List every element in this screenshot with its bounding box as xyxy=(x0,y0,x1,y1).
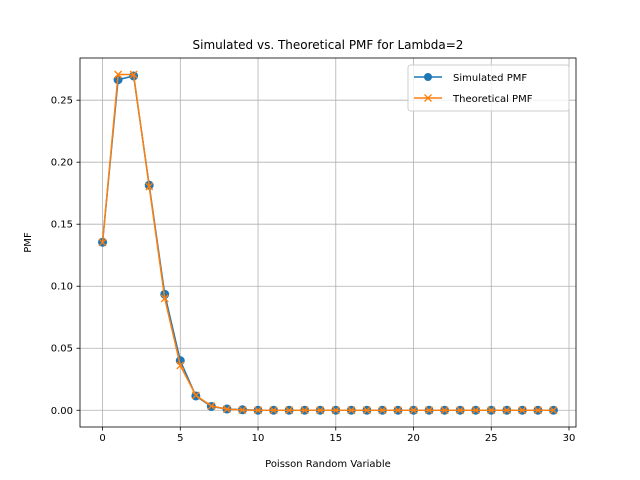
legend-marker xyxy=(424,94,432,102)
legend-marker xyxy=(424,73,432,81)
y-tick-label: 0.25 xyxy=(51,96,73,107)
data-point-marker xyxy=(440,406,449,415)
data-point-marker xyxy=(285,406,294,415)
data-point-marker xyxy=(533,406,542,415)
plot-area-frame xyxy=(79,57,577,428)
y-tick-label: 0.20 xyxy=(51,158,73,169)
legend-label: Theoretical PMF xyxy=(452,94,533,105)
data-point-marker xyxy=(425,406,434,415)
x-tick-label: 5 xyxy=(177,433,183,444)
data-point-marker xyxy=(114,70,123,79)
data-point-marker xyxy=(362,406,371,415)
x-tick-label: 30 xyxy=(563,433,576,444)
y-tick-label: 0.15 xyxy=(51,220,73,231)
x-axis-ticks: 0 5 10 15 20 25 30 xyxy=(99,427,575,444)
series-theoretical-pmf xyxy=(98,70,558,415)
y-axis-ticks: 0.00 0.05 0.10 0.15 0.20 0.25 xyxy=(51,96,80,417)
data-point-marker xyxy=(471,406,480,415)
x-tick-label: 10 xyxy=(252,433,265,444)
x-axis-label: Poisson Random Variable xyxy=(265,459,391,470)
data-point-marker xyxy=(98,238,107,247)
data-point-marker xyxy=(378,406,387,415)
data-point-marker xyxy=(254,406,262,415)
data-point-marker xyxy=(129,70,138,79)
data-point-marker xyxy=(222,405,231,414)
legend-label: Simulated PMF xyxy=(453,73,527,84)
data-point-marker xyxy=(549,406,558,415)
data-point-marker xyxy=(176,361,185,370)
x-tick-label: 15 xyxy=(329,433,342,444)
data-point-marker xyxy=(238,406,247,414)
series-layer xyxy=(98,70,558,415)
data-point-marker xyxy=(518,406,527,415)
data-point-marker xyxy=(347,406,356,415)
x-tick-label: 20 xyxy=(407,433,420,444)
series-line xyxy=(101,73,554,412)
legend-box xyxy=(407,64,570,112)
x-tick-label: 25 xyxy=(485,433,498,444)
x-tick-label: 0 xyxy=(99,433,105,444)
data-point-marker xyxy=(487,406,496,415)
data-point-marker xyxy=(300,406,309,415)
data-point-marker xyxy=(331,406,340,415)
y-tick-label: 0.10 xyxy=(51,282,73,293)
legend: Simulated PMF Theoretical PMF xyxy=(407,64,570,112)
data-point-marker xyxy=(191,391,200,400)
data-point-marker xyxy=(316,406,325,415)
data-point-marker xyxy=(456,406,465,415)
data-point-marker xyxy=(269,406,278,415)
y-tick-label: 0.05 xyxy=(51,344,73,355)
y-tick-label: 0.00 xyxy=(51,406,73,417)
data-point-marker xyxy=(160,294,169,303)
grid-lines xyxy=(80,58,576,427)
y-axis-label: PMF xyxy=(23,232,34,253)
data-point-marker xyxy=(394,406,402,415)
chart-title: Simulated vs. Theoretical PMF for Lambda… xyxy=(193,38,464,52)
data-point-marker xyxy=(409,406,418,415)
data-point-marker xyxy=(145,182,154,191)
data-point-marker xyxy=(207,402,216,410)
data-point-marker xyxy=(502,406,511,415)
